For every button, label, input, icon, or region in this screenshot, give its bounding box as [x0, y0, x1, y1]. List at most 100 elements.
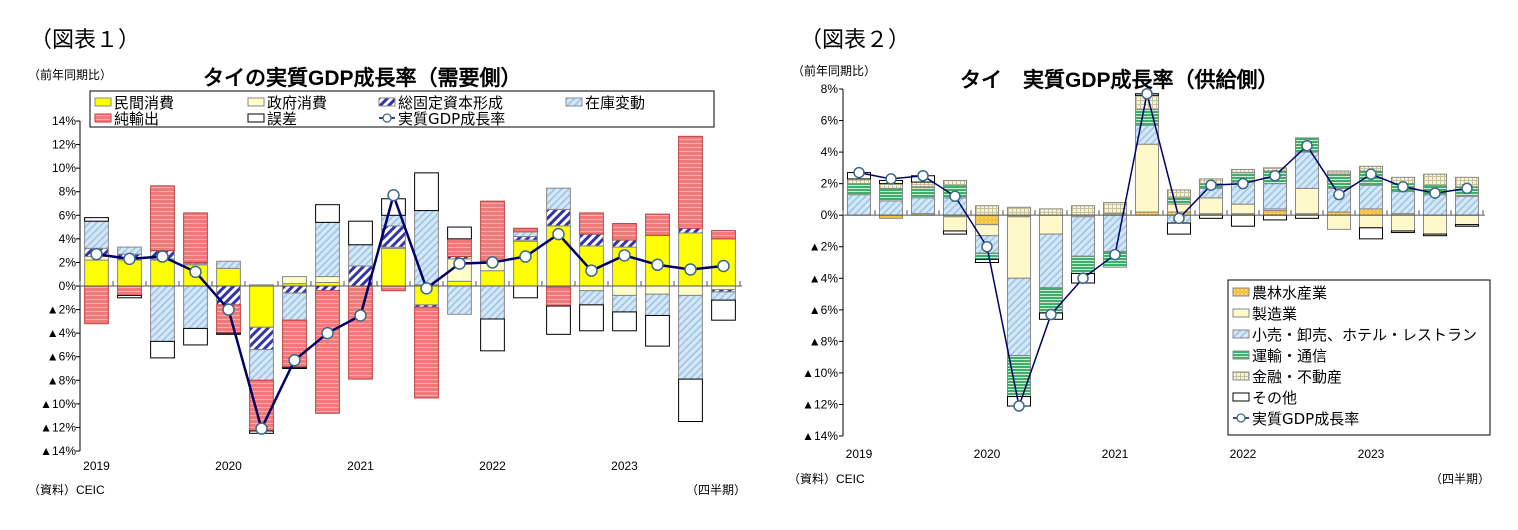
bar-segment-2-3-2019Q3: [910, 186, 936, 199]
gdp-growth-point-2019Q4: [189, 265, 202, 279]
bar-segment-1-5-2021Q3: [414, 172, 439, 212]
figure-1-label: （図表１）: [30, 28, 141, 53]
bar-segment-1-1-2023Q2: [645, 285, 670, 295]
bar-segment-2-1-2019Q4: [942, 216, 968, 232]
y-tick-label: ▲6%: [47, 350, 77, 364]
bar-segment-2-1-2022Q1: [1230, 203, 1256, 215]
legend-label: 金融・不動産: [1252, 368, 1342, 386]
bar-segment-1-4-2019Q3: [150, 185, 175, 252]
gdp-growth-point-2023Q2: [1397, 181, 1409, 193]
y-tick-label: 2%: [59, 255, 77, 269]
legend-swatch-icon: [94, 97, 112, 107]
bar-segment-1-2-2022Q2: [513, 236, 538, 241]
y-tick-label: ▲8%: [47, 373, 77, 387]
bar-segment-1-3-2022Q4: [579, 290, 604, 306]
bar-segment-1-3-2023Q1: [612, 294, 637, 313]
x-year-label: 2022: [479, 459, 506, 473]
chart-1-title: タイの実質GDP成長率（需要側）: [203, 67, 522, 90]
gdp-growth-point-2020Q1: [981, 240, 993, 253]
bar-segment-1-0-2021Q2: [381, 247, 406, 287]
legend-label: 農林水産業: [1252, 284, 1327, 302]
bar-segment-1-5-2021Q4: [447, 226, 472, 240]
bar-segment-1-1-2023Q3: [678, 285, 703, 296]
bar-segment-1-2-2022Q4: [579, 233, 604, 247]
legend-label: 製造業: [1252, 305, 1297, 323]
gdp-growth-point-2023Q1: [1365, 168, 1377, 180]
bar-segment-2-4-2020Q1: [974, 205, 1000, 216]
chart-1-unit-label: （前年同期比）: [28, 68, 113, 82]
chart-2-source: （資料）CEIC: [788, 472, 865, 486]
bar-segment-1-5-2020Q4: [315, 204, 340, 223]
y-tick-label: ▲2%: [47, 303, 77, 317]
bar-segment-2-2-2020Q3: [1038, 233, 1064, 289]
y-tick-label: ▲10%: [802, 366, 838, 380]
bar-segment-2-4-2020Q4: [1070, 205, 1096, 216]
gdp-growth-point-2021Q4: [453, 257, 466, 270]
bar-segment-2-1-2021Q2: [1134, 143, 1160, 213]
bar-segment-2-1-2021Q4: [1198, 197, 1224, 215]
gdp-growth-point-2022Q4: [585, 264, 598, 277]
bar-segment-1-5-2022Q3: [546, 305, 571, 335]
legend-label: 民間消費: [114, 94, 174, 112]
bar-segment-2-3-2020Q2: [1006, 355, 1032, 398]
bar-segment-2-5-2021Q3: [1166, 222, 1192, 235]
bar-segment-2-1-2023Q1: [1358, 214, 1384, 229]
bar-segment-2-0-2020Q1: [974, 214, 1000, 226]
bar-segment-1-2-2020Q2: [249, 326, 274, 351]
bar-segment-1-2-2023Q3: [678, 227, 703, 234]
x-year-label: 2022: [1230, 447, 1257, 461]
bar-segment-1-4-2022Q2: [513, 227, 538, 233]
y-tick-label: 10%: [52, 161, 76, 175]
bar-segment-1-5-2019Q2: [117, 294, 142, 299]
y-tick-label: ▲10%: [40, 397, 76, 411]
bar-segment-2-2-2023Q4: [1454, 195, 1480, 216]
x-year-label: 2023: [1358, 447, 1385, 461]
chart-2: 8% 6% 4% 2% 0% ▲2% ▲4% ▲6% ▲8% ▲10% ▲12% ▲14% 2019 20…: [802, 82, 1491, 461]
bar-segment-1-0-2022Q2: [513, 240, 538, 287]
bar-segment-2-5-2020Q1: [974, 258, 1000, 264]
gdp-growth-point-2020Q4: [321, 326, 334, 340]
bar-segment-1-2-2023Q1: [612, 239, 637, 248]
legend-swatch-icon: [378, 97, 396, 107]
bar-segment-1-4-2019Q4: [183, 212, 208, 263]
legend-swatch-icon: [1232, 287, 1250, 297]
y-tick-label: 12%: [52, 138, 76, 152]
y-tick-label: 8%: [59, 185, 77, 199]
bar-segment-2-0-2023Q1: [1358, 208, 1384, 216]
chart-1-legend: [89, 90, 715, 128]
bar-segment-1-3-2021Q3: [414, 210, 439, 286]
bar-segment-1-4-2021Q2: [381, 285, 406, 292]
bar-segment-1-5-2023Q2: [645, 314, 670, 347]
gdp-growth-point-2020Q2: [255, 422, 268, 435]
bar-segment-2-4-2019Q1: [846, 178, 872, 185]
bar-segment-2-4-2020Q2: [1006, 206, 1032, 216]
figure-2-label: （図表２）: [800, 28, 911, 53]
legend-swatch-icon: [1232, 329, 1250, 339]
bar-segment-2-3-2021Q3: [1166, 197, 1192, 205]
legend-label: 実質GDP成長率: [1252, 410, 1359, 428]
gdp-growth-point-2021Q4: [1205, 179, 1217, 191]
gdp-growth-point-2020Q2: [1013, 400, 1025, 412]
bar-segment-1-3-2022Q1: [480, 285, 505, 320]
bar-segment-1-4-2023Q4: [711, 230, 736, 240]
bar-segment-1-1-2023Q1: [612, 285, 637, 296]
bar-segment-1-4-2020Q4: [315, 290, 340, 414]
bar-segment-1-4-2021Q1: [348, 285, 373, 380]
bar-segment-2-2-2023Q2: [1390, 191, 1416, 215]
y-tick-label: ▲4%: [809, 271, 839, 285]
bar-segment-1-5-2023Q1: [612, 311, 637, 332]
bar-segment-1-4-2023Q3: [678, 135, 703, 229]
x-year-label: 2020: [215, 459, 242, 473]
x-year-label: 2020: [974, 447, 1001, 461]
bar-segment-2-2-2020Q2: [1006, 277, 1032, 357]
legend-label: 在庫変動: [585, 94, 645, 112]
bar-segment-2-5-2022Q1: [1230, 214, 1256, 227]
gdp-growth-point-2019Q4: [949, 190, 961, 203]
gdp-growth-point-2022Q2: [519, 250, 532, 263]
legend-label: 運輸・通信: [1252, 347, 1327, 365]
bar-segment-1-3-2023Q3: [678, 294, 703, 380]
legend-swatch-icon: [1232, 308, 1250, 318]
legend-swatch-icon: [1232, 371, 1250, 381]
bar-segment-1-5-2019Q1: [84, 217, 109, 222]
